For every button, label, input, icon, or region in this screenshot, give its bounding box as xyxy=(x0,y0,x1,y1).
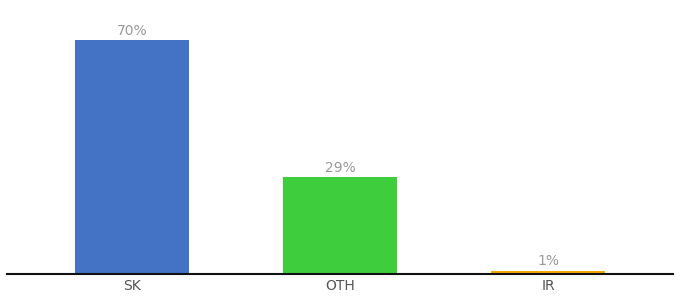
Text: 1%: 1% xyxy=(537,254,559,268)
Bar xyxy=(75,40,189,274)
Text: 70%: 70% xyxy=(116,24,147,38)
Bar xyxy=(283,177,397,274)
Bar xyxy=(491,271,605,274)
Text: 29%: 29% xyxy=(324,160,356,175)
